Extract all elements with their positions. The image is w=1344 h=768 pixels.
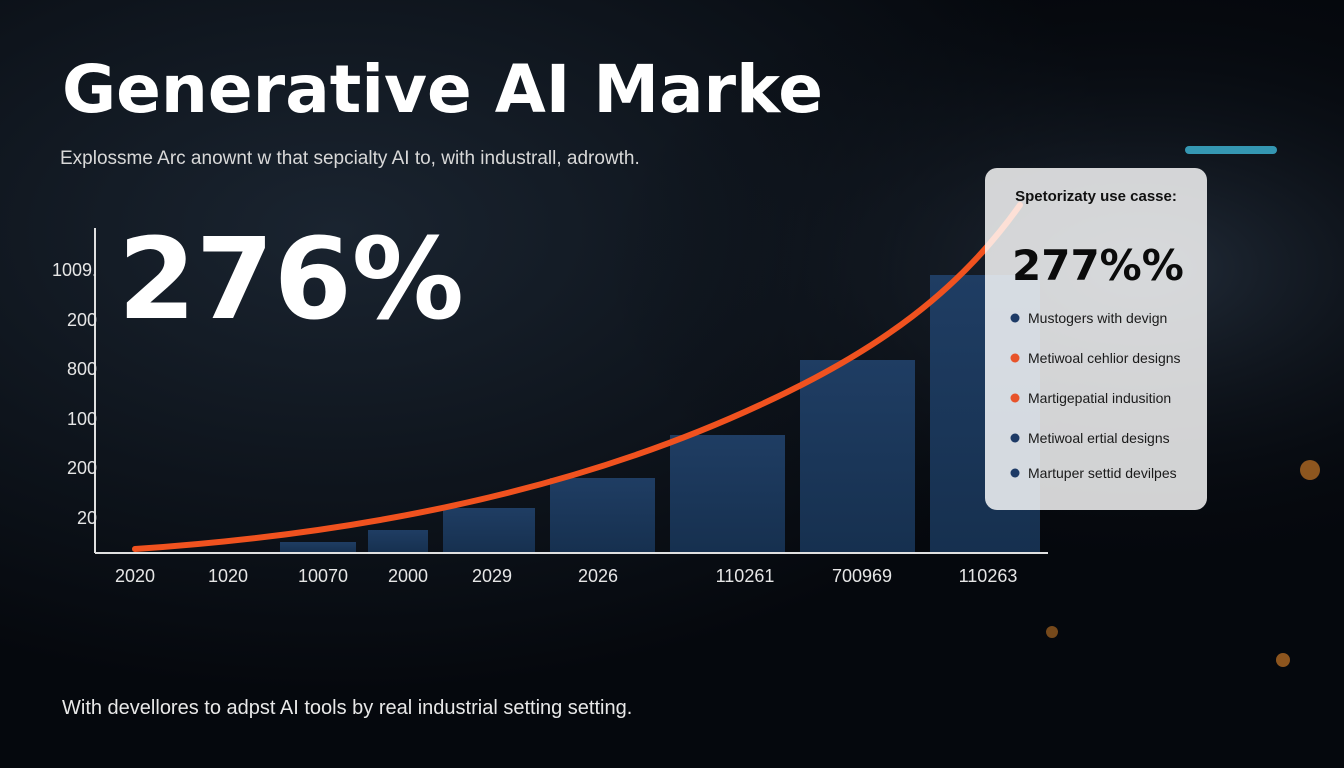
light-strip: [1185, 146, 1277, 154]
light: [1276, 653, 1290, 667]
legend-dot: [1010, 468, 1020, 478]
light: [1046, 626, 1058, 638]
y-axis-label: 100: [67, 409, 97, 429]
subtitle: Explossme Arc anownt w that sepcialty AI…: [60, 148, 640, 169]
x-axis-label: 2020: [115, 566, 155, 586]
hero-stat: 276%: [118, 215, 464, 345]
y-axis-label: 1009.: [52, 260, 97, 280]
legend-label: Metiwoal ertial designs: [1028, 430, 1170, 446]
bar: [670, 435, 785, 553]
bar: [443, 508, 535, 553]
y-axis-label: 20: [77, 508, 97, 528]
light: [1300, 460, 1320, 480]
panel-title: Spetorizaty use casse:: [1015, 188, 1177, 205]
legend-dot: [1010, 393, 1020, 403]
footer: With devellores to adpst AI tools by rea…: [62, 697, 632, 719]
panel-items: Mustogers with devign Metiwoal cehlior de…: [1010, 310, 1181, 481]
legend-dot: [1010, 433, 1020, 443]
x-axis-label: 1020: [208, 566, 248, 586]
bar: [550, 478, 655, 553]
x-axis-label: 2000: [388, 566, 428, 586]
x-axis-label: 10070: [298, 566, 348, 586]
legend-label: Metiwoal cehlior designs: [1028, 350, 1181, 366]
legend-dot: [1010, 353, 1020, 363]
legend-label: Mustogers with devign: [1028, 310, 1167, 326]
x-axis-label: 110261: [716, 566, 775, 586]
x-axis-label: 700969: [832, 566, 892, 586]
legend-label: Martuper settid devilpes: [1028, 465, 1177, 481]
x-axis-labels: 2020 1020 10070 2000 2029 2026 110261 700969 110…: [115, 566, 1017, 586]
bar: [280, 542, 356, 553]
y-axis-label: 200: [67, 310, 97, 330]
trend-curve: [132, 202, 1023, 552]
bar: [800, 360, 915, 553]
legend-label: Martigepatial indusition: [1028, 390, 1171, 406]
legend-dot: [1010, 313, 1020, 323]
x-axis-label: 110263: [959, 566, 1018, 586]
panel: [985, 168, 1207, 510]
y-axis-label: 200: [67, 458, 97, 478]
y-axis-label: 800: [67, 359, 97, 379]
x-axis-label: 2029: [472, 566, 512, 586]
y-axis-labels: 1009. 200 800 100 200 20: [52, 260, 97, 528]
panel-stat: 277%%: [1012, 241, 1184, 290]
bar: [368, 530, 428, 553]
title: Generative AI Marke: [62, 51, 823, 128]
x-axis-label: 2026: [578, 566, 618, 586]
